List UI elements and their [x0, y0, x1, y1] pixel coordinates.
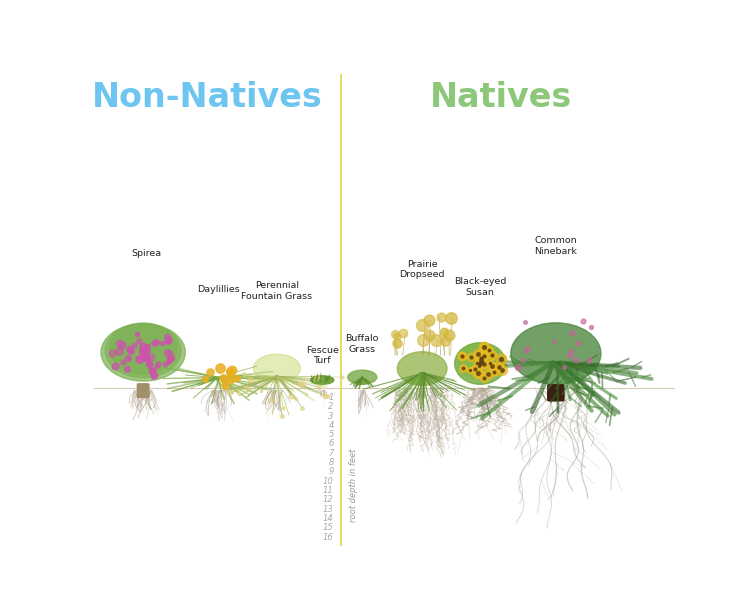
Text: Black-eyed
Susan: Black-eyed Susan [454, 278, 506, 297]
Text: 12: 12 [323, 495, 334, 504]
FancyBboxPatch shape [548, 385, 564, 401]
FancyBboxPatch shape [137, 384, 149, 397]
Text: 6: 6 [328, 440, 334, 448]
Text: 9: 9 [328, 467, 334, 476]
Text: 7: 7 [328, 449, 334, 457]
Text: 11: 11 [323, 486, 334, 495]
Text: Buffalo
Grass: Buffalo Grass [346, 334, 379, 354]
Text: root depth in feet: root depth in feet [349, 448, 358, 522]
Text: 14: 14 [323, 514, 334, 523]
Text: Natives: Natives [430, 81, 572, 114]
Text: 8: 8 [328, 458, 334, 467]
Text: 13: 13 [323, 505, 334, 513]
Text: 3: 3 [328, 411, 334, 421]
Ellipse shape [310, 376, 334, 384]
Text: 1: 1 [328, 393, 334, 402]
Text: 5: 5 [328, 430, 334, 439]
Text: Fescue
Turf: Fescue Turf [306, 346, 338, 365]
Ellipse shape [348, 370, 376, 384]
Text: 15: 15 [323, 523, 334, 532]
Text: 16: 16 [323, 532, 334, 542]
Text: 2: 2 [328, 402, 334, 411]
Text: Daylillies: Daylillies [197, 284, 240, 293]
Text: Perennial
Fountain Grass: Perennial Fountain Grass [242, 281, 313, 301]
Text: 4: 4 [328, 421, 334, 430]
Text: Non-Natives: Non-Natives [92, 81, 322, 114]
Ellipse shape [458, 344, 502, 379]
Ellipse shape [110, 323, 177, 374]
Ellipse shape [254, 354, 300, 383]
Ellipse shape [511, 323, 601, 384]
Text: Common
Ninebark: Common Ninebark [535, 236, 578, 255]
Text: Prairie
Dropseed: Prairie Dropseed [400, 260, 445, 279]
Ellipse shape [454, 343, 506, 384]
Ellipse shape [105, 324, 181, 378]
Text: Spirea: Spirea [131, 249, 162, 258]
Ellipse shape [398, 352, 447, 386]
Text: 10: 10 [323, 476, 334, 486]
Ellipse shape [101, 324, 185, 381]
